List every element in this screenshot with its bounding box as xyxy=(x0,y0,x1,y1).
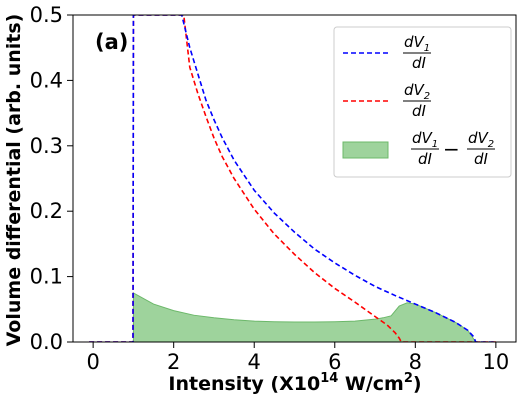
plot-frame xyxy=(72,14,517,343)
legend-dv2-denominator: dI xyxy=(412,102,427,120)
legend-swatch-diff xyxy=(342,141,389,159)
series-dv1-line xyxy=(89,15,496,342)
series-diff-area xyxy=(132,292,477,342)
legend: dV1 dI dV2 dI dV1 dI − dV2 dI xyxy=(333,26,512,178)
x-tick-label: 4 xyxy=(248,350,261,374)
legend-dv1-denominator: dI xyxy=(412,54,427,72)
y-tick-label: 0.4 xyxy=(30,68,63,92)
legend-entry-dv2: dV2 dI xyxy=(343,81,431,120)
legend-dv2-numerator: dV2 xyxy=(404,81,430,102)
x-tick-label: 6 xyxy=(328,350,341,374)
y-axis-title: Volume differential (arb. units) xyxy=(3,14,25,347)
y-tick-label: 0.1 xyxy=(30,265,63,289)
y-tick-label: 0.0 xyxy=(30,330,63,354)
y-tick-label: 0.2 xyxy=(30,199,63,223)
legend-diff-a-denominator: dI xyxy=(418,150,433,168)
x-tick-label: 2 xyxy=(167,350,180,374)
y-axis: 0.0 0.1 0.2 0.3 0.4 0.5 xyxy=(30,3,73,354)
legend-diff-minus: − xyxy=(443,137,460,161)
data-layer xyxy=(89,15,496,342)
series-dv2-line xyxy=(89,15,496,342)
legend-box xyxy=(333,26,512,178)
legend-entry-dv1: dV1 dI xyxy=(343,33,431,72)
x-tick-label: 8 xyxy=(409,350,422,374)
legend-diff-a-numerator: dV1 xyxy=(412,129,438,150)
y-tick-label: 0.3 xyxy=(30,134,63,158)
legend-dv1-numerator: dV1 xyxy=(404,33,430,54)
x-axis-title: Intensity (X1014 W/cm2) xyxy=(168,371,421,395)
x-tick-label: 0 xyxy=(86,350,99,374)
legend-diff-b-numerator: dV2 xyxy=(468,129,494,150)
legend-entry-diff: dV1 dI − dV2 dI xyxy=(342,129,495,168)
panel-label: (a) xyxy=(95,30,128,54)
legend-diff-b-denominator: dI xyxy=(474,150,489,168)
x-axis: 0 2 4 6 8 10 xyxy=(86,342,509,374)
y-tick-label: 0.5 xyxy=(30,3,63,27)
x-tick-label: 10 xyxy=(482,350,509,374)
